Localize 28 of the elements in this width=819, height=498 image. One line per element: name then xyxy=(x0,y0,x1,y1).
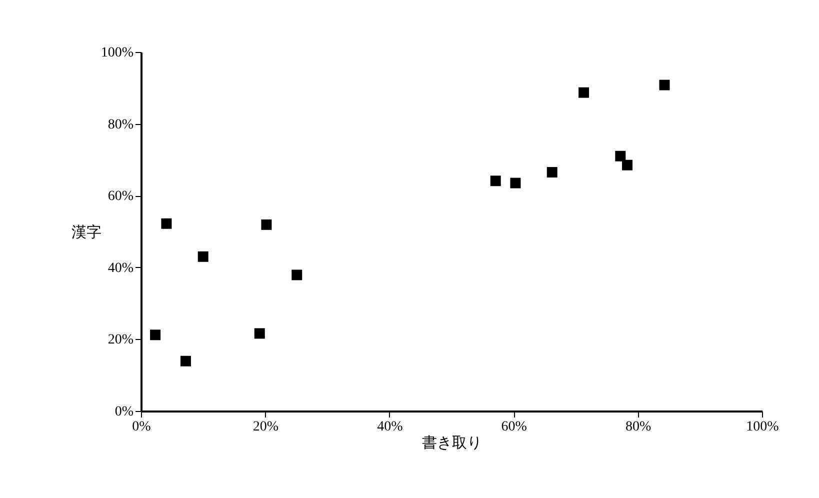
point xyxy=(490,176,501,186)
x-tick-label: 60% xyxy=(501,420,528,434)
y-tick-label: 100% xyxy=(100,46,134,60)
point xyxy=(659,80,670,90)
point xyxy=(198,251,208,262)
point xyxy=(622,160,632,170)
point xyxy=(292,270,302,280)
x-tick-label: 80% xyxy=(625,420,652,434)
x-tick-label: 0% xyxy=(132,420,152,434)
y-tick-label: 40% xyxy=(108,260,134,276)
point xyxy=(161,218,172,229)
point xyxy=(180,356,191,366)
x-axis-title: 書き取り xyxy=(422,434,482,452)
point xyxy=(578,87,590,98)
x-tick-label: 20% xyxy=(252,420,279,434)
y-axis-title: 漢字 xyxy=(72,224,102,241)
y-tick-label: 20% xyxy=(108,332,134,348)
point xyxy=(546,167,558,178)
point xyxy=(254,328,265,339)
x-tick-label: 100% xyxy=(746,420,780,434)
point xyxy=(510,178,521,188)
point xyxy=(615,150,626,162)
x-tick-label: 40% xyxy=(377,420,404,434)
y-tick-label: 80% xyxy=(108,117,134,132)
y-tick-label: 0% xyxy=(114,404,134,420)
point xyxy=(261,219,272,230)
y-tick-label: 60% xyxy=(108,189,134,204)
point xyxy=(150,330,161,340)
